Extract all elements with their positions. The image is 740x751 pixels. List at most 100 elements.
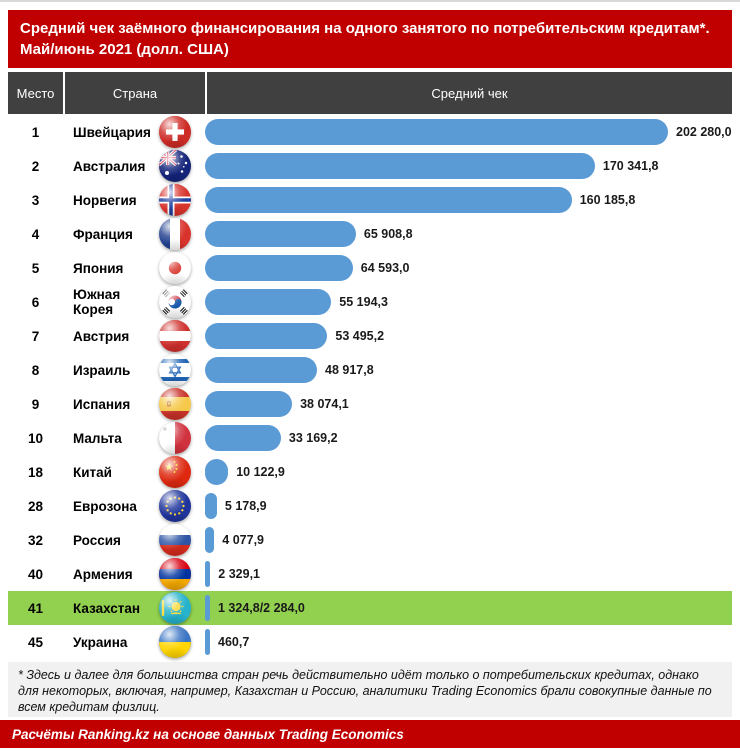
flag-malta-icon [159,422,191,454]
rank-cell: 1 [8,125,63,140]
chart-cell: 48 917,8 [205,357,732,383]
table-row: 5 Япония 64 593,0 [8,251,732,285]
rank-label: 18 [27,464,44,480]
value-bar [205,595,210,621]
country-cell: Китай [63,456,205,488]
flag-russia-icon [159,524,191,556]
table-row: 6 Южная Корея 55 194,3 [8,285,732,319]
flag-armenia-icon [159,558,191,590]
chart-cell: 64 593,0 [205,255,732,281]
flag-china-icon [159,456,191,488]
rank-cell: 5 [8,261,63,276]
country-label: Испания [73,396,131,412]
table-row: 18 Китай 10 122,9 [8,455,732,489]
country-label: Казахстан [73,600,141,616]
value-bar [205,459,229,485]
country-label: Франция [73,226,133,242]
chart-cell: 53 495,2 [205,323,732,349]
infographic: Средний чек заёмного финансирования на о… [0,2,740,717]
value-bar [205,629,210,655]
country-label: Израиль [73,362,131,378]
value-label: 48 917,8 [325,363,374,377]
country-cell: Мальта [63,422,205,454]
value-bar [205,357,317,383]
value-label: 64 593,0 [360,261,410,275]
value-bar [205,119,668,145]
value-bar [205,153,595,179]
rank-cell: 18 [8,465,63,480]
table-row: 7 Австрия 53 495,2 [8,319,732,353]
country-cell: Австралия [63,150,205,182]
rank-label: 28 [27,498,44,514]
table-row: 9 Испания 38 074,1 [8,387,732,421]
table-row: 32 Россия 4 077,9 [8,523,732,557]
value-bar [205,527,215,553]
rank-cell: 45 [8,635,63,650]
value-bar [205,255,353,281]
flag-norway-icon [159,184,191,216]
table-row: 28 Еврозона 5 178,9 [8,489,732,523]
value-label: 4 077,9 [222,533,265,547]
country-label: Еврозона [73,498,137,514]
source-text: Расчёты Ranking.kz на основе данных Trad… [12,726,404,742]
country-cell: Австрия [63,320,205,352]
country-cell: Россия [63,524,205,556]
chart-title-line1: Средний чек заёмного финансирования на о… [20,20,710,37]
flag-france-icon [159,218,191,250]
value-bar [205,323,328,349]
country-label: Россия [73,532,121,548]
country-label: Австрия [73,328,130,344]
value-bar [205,221,356,247]
value-label: 10 122,9 [236,465,285,479]
country-label: Япония [73,260,124,276]
value-label: 55 194,3 [339,295,388,309]
country-label: Мальта [73,430,122,446]
chart-cell: 55 194,3 [205,289,732,315]
table-row: 8 Израиль 48 917,8 [8,353,732,387]
country-cell: Еврозона [63,490,205,522]
rank-cell: 8 [8,363,63,378]
rank-label: 9 [31,396,40,412]
table-header: Место Страна Средний чек [8,72,732,114]
rank-label: 8 [31,362,40,378]
country-cell: Франция [63,218,205,250]
value-label: 33 169,2 [288,431,338,445]
source-bar: Расчёты Ranking.kz на основе данных Trad… [0,720,740,748]
flag-australia-icon [159,150,191,182]
country-cell: Швейцария [63,116,205,148]
rank-label: 4 [31,226,40,242]
rank-label: 7 [31,328,40,344]
country-cell: Украина [63,626,205,658]
rank-cell: 3 [8,193,63,208]
chart-cell: 202 280,0 [205,119,732,145]
flag-kazakhstan-icon [159,592,191,624]
rank-label: 6 [31,294,40,310]
value-label: 65 908,8 [363,227,413,241]
rank-cell: 9 [8,397,63,412]
country-label: Украина [73,634,128,650]
chart-cell: 5 178,9 [205,493,732,519]
country-cell: Норвегия [63,184,205,216]
flag-eurozone-icon [159,490,191,522]
country-label: Австралия [73,158,146,174]
value-label: 53 495,2 [335,329,385,343]
chart-cell: 10 122,9 [205,459,732,485]
rank-label: 32 [27,532,44,548]
rank-cell: 6 [8,295,63,310]
table-row: 45 Украина 460,7 [8,625,732,659]
table-row: 4 Франция 65 908,8 [8,217,732,251]
flag-japan-icon [159,252,191,284]
header-cell-value: Средний чек [207,72,732,114]
flag-ukraine-icon [159,626,191,658]
rank-cell: 28 [8,499,63,514]
value-label: 460,7 [218,635,250,649]
chart-cell: 4 077,9 [205,527,732,553]
footnote-text: * Здесь и далее для большинства стран ре… [18,668,712,714]
rank-label: 45 [27,634,44,650]
rank-label: 5 [31,260,40,276]
country-cell: Израиль [63,354,205,386]
table-row: 2 Австралия 170 341,8 [8,149,732,183]
country-label: Южная Корея [73,287,121,317]
rank-cell: 2 [8,159,63,174]
chart-cell: 38 074,1 [205,391,732,417]
